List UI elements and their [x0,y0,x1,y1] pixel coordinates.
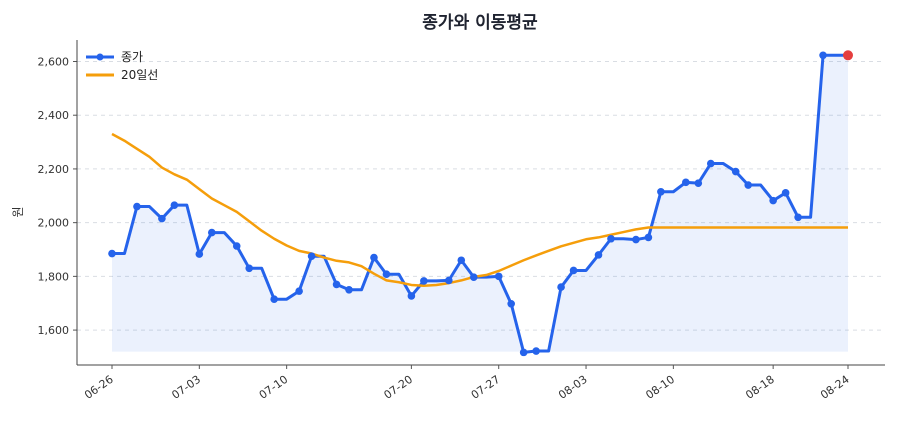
data-point [232,242,241,250]
y-tick-label: 1,800 [38,270,70,283]
x-tick-label: 06-26 [82,373,116,402]
data-point [557,283,565,291]
series-area-0 [112,55,848,353]
x-tick-label: 07-03 [169,373,203,402]
data-point [594,251,603,259]
x-tick-label: 07-10 [257,373,291,402]
data-point [345,285,353,294]
data-point [769,196,777,205]
data-point [332,280,341,289]
data-point [420,277,428,285]
x-tick-label: 07-27 [469,373,503,402]
x-tick-label: 08-18 [743,373,777,402]
y-tick-label: 2,400 [38,109,70,122]
y-tick-label: 2,000 [38,217,70,230]
data-point [158,214,166,223]
x-tick-label: 07-20 [381,373,415,402]
data-point [507,299,515,308]
data-point [644,233,653,242]
data-point [657,187,665,196]
data-point [382,270,391,279]
data-point [133,202,141,211]
data-point [494,272,503,281]
data-point [270,295,278,303]
data-point [819,51,827,60]
legend-label: 20일선 [121,68,158,82]
last-point-marker [843,50,853,61]
data-point [694,179,703,187]
data-point [407,292,416,300]
data-point [207,228,216,237]
data-point [706,159,715,168]
series-line-1 [111,132,848,288]
x-tick-label: 08-10 [643,373,677,402]
y-axis-label: 원 [11,206,25,217]
data-point [794,213,802,222]
data-point [731,167,740,176]
data-point [445,276,453,285]
data-point [469,273,478,281]
data-point [569,266,578,275]
data-point [744,181,753,189]
legend: 종가 20일선 [86,50,158,82]
data-point [532,347,540,355]
marker-layer [108,50,853,357]
data-point [632,235,640,244]
legend-label: 종가 [121,50,143,64]
data-point [457,256,466,265]
x-tick-label: 08-24 [818,373,852,402]
area-layer [112,55,848,353]
x-tick-label: 08-03 [556,373,590,402]
data-point [170,201,179,209]
y-tick-label: 1,600 [38,324,70,337]
data-point [195,250,204,258]
data-point [307,252,316,261]
y-tick-label: 2,600 [38,55,70,68]
data-point [370,253,378,262]
data-point [607,234,615,243]
legend-marker [96,53,104,61]
chart-title: 종가와 이동평균 [422,13,538,33]
data-point [519,348,528,357]
y-tick-label: 2,200 [38,163,70,176]
data-point [781,189,790,197]
data-point [295,287,303,295]
data-point [682,178,690,187]
data-point [245,264,254,273]
data-point [108,249,116,258]
